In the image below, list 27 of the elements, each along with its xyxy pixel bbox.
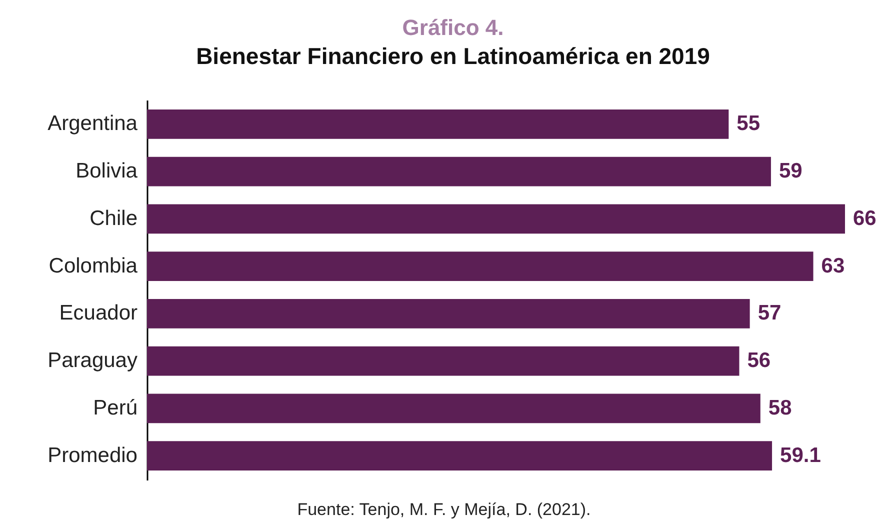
bar [147,441,772,471]
data-label: 57 [758,302,782,325]
chart-title: Gráfico 4. [402,15,504,40]
y-tick-label: Perú [93,396,138,420]
bar [147,299,750,328]
y-tick-label: Ecuador [59,302,138,325]
y-tick-label: Promedio [48,444,138,467]
bar [147,346,740,376]
data-label: 63 [821,254,845,278]
data-label: 66 [853,206,876,230]
data-label: 59.1 [780,444,822,467]
bar [147,109,729,139]
data-label: 55 [736,112,760,136]
y-tick-label: Paraguay [48,349,138,372]
y-tick-label: Bolivia [76,160,138,183]
bar [147,156,771,186]
y-tick-label: Colombia [48,254,138,278]
chart-subtitle: Bienestar Financiero en Latinoamérica en 2019 [196,43,710,69]
data-label: 58 [768,396,792,420]
data-label: 59 [778,160,802,183]
source-note: Fuente: Tenjo, M. F. y Mejía, D. (2021). [296,500,592,520]
y-tick-label: Chile [90,206,138,230]
bar [147,252,814,281]
bar [147,204,845,234]
bar [147,394,760,424]
y-tick-label: Argentina [48,112,138,136]
data-label: 56 [747,349,771,372]
